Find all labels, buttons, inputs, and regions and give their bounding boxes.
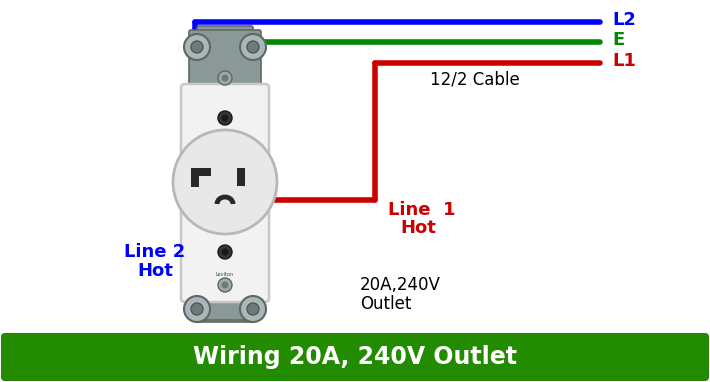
Text: Leviton: Leviton	[216, 272, 234, 277]
Text: Hot: Hot	[400, 219, 436, 237]
Circle shape	[184, 34, 210, 60]
Text: L2: L2	[612, 11, 636, 29]
Circle shape	[240, 34, 266, 60]
Circle shape	[184, 296, 210, 322]
Text: 20A,240V: 20A,240V	[360, 276, 441, 294]
Bar	[191, 168, 211, 176]
Circle shape	[222, 249, 229, 256]
FancyBboxPatch shape	[1, 333, 709, 381]
Circle shape	[218, 111, 232, 125]
Circle shape	[218, 245, 232, 259]
Circle shape	[222, 282, 229, 288]
Text: Hot: Hot	[137, 262, 173, 280]
Text: Line  1: Line 1	[388, 201, 456, 219]
FancyBboxPatch shape	[197, 26, 253, 322]
Bar	[191, 176, 199, 187]
Circle shape	[247, 303, 259, 315]
Circle shape	[173, 130, 277, 234]
FancyBboxPatch shape	[189, 256, 261, 320]
FancyBboxPatch shape	[181, 84, 269, 302]
Circle shape	[247, 41, 259, 53]
Text: Wiring 20A, 240V Outlet: Wiring 20A, 240V Outlet	[193, 345, 517, 369]
Circle shape	[222, 115, 229, 121]
Text: 12/2 Cable: 12/2 Cable	[430, 71, 520, 89]
Circle shape	[218, 278, 232, 292]
Circle shape	[191, 303, 203, 315]
Text: E: E	[612, 31, 624, 49]
Text: L1: L1	[612, 52, 636, 70]
Circle shape	[222, 74, 229, 81]
FancyBboxPatch shape	[189, 30, 261, 98]
Text: Line 2: Line 2	[124, 243, 185, 261]
Bar	[237, 168, 245, 186]
Circle shape	[191, 41, 203, 53]
Circle shape	[218, 71, 232, 85]
Text: Outlet: Outlet	[360, 295, 411, 313]
Circle shape	[240, 296, 266, 322]
